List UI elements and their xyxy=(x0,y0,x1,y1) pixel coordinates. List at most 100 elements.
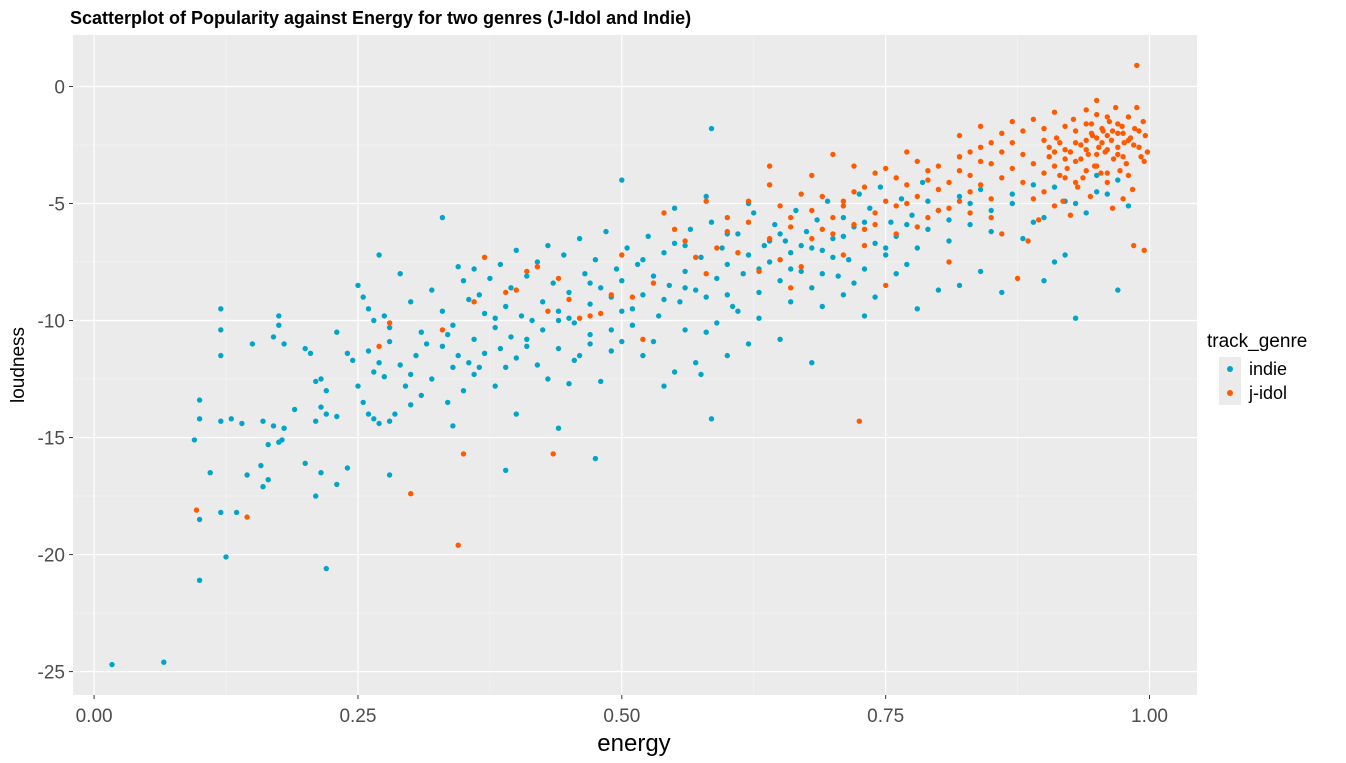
point-j-idol xyxy=(851,163,857,169)
point-j-idol xyxy=(1094,111,1100,118)
point-j-idol xyxy=(587,313,593,319)
point-indie xyxy=(450,322,456,328)
point-indie xyxy=(925,198,931,204)
point-j-idol xyxy=(386,320,393,326)
point-j-idol xyxy=(503,289,509,296)
point-indie xyxy=(719,245,725,251)
point-j-idol xyxy=(840,203,847,209)
point-indie xyxy=(698,371,704,378)
point-indie xyxy=(729,303,736,310)
point-j-idol xyxy=(1083,137,1089,143)
point-indie xyxy=(925,226,931,232)
point-indie xyxy=(418,392,424,399)
point-j-idol xyxy=(703,198,709,204)
point-j-idol xyxy=(471,299,477,305)
point-indie xyxy=(386,418,393,424)
point-j-idol xyxy=(1125,114,1132,120)
point-indie xyxy=(313,378,319,385)
point-indie xyxy=(471,266,477,272)
point-indie xyxy=(503,303,509,310)
point-j-idol xyxy=(1062,147,1068,153)
point-j-idol xyxy=(1120,154,1126,160)
point-j-idol xyxy=(819,193,825,200)
point-indie xyxy=(724,261,730,268)
point-j-idol xyxy=(661,210,667,216)
point-indie xyxy=(777,231,783,237)
point-j-idol xyxy=(766,163,773,169)
point-j-idol xyxy=(967,149,973,155)
point-indie xyxy=(656,313,662,319)
point-j-idol xyxy=(904,149,910,155)
point-indie xyxy=(693,287,699,293)
point-j-idol xyxy=(999,175,1005,181)
point-indie xyxy=(279,437,285,443)
point-indie xyxy=(313,418,319,424)
point-indie xyxy=(497,261,504,268)
point-indie xyxy=(545,376,551,382)
point-j-idol xyxy=(925,177,931,183)
point-indie xyxy=(576,235,583,242)
point-j-idol xyxy=(671,226,678,232)
point-indie xyxy=(788,299,794,305)
point-indie xyxy=(555,317,562,324)
point-indie xyxy=(682,327,688,333)
point-indie xyxy=(566,289,572,296)
point-indie xyxy=(1125,203,1132,209)
point-j-idol xyxy=(1121,140,1127,146)
point-indie xyxy=(824,198,831,204)
point-indie xyxy=(318,404,324,410)
point-j-idol xyxy=(1030,116,1037,123)
point-j-idol xyxy=(830,151,836,158)
point-indie xyxy=(788,266,794,272)
point-indie xyxy=(524,273,530,279)
point-indie xyxy=(840,214,847,221)
point-j-idol xyxy=(1075,184,1081,190)
point-indie xyxy=(1030,182,1037,188)
point-indie xyxy=(619,308,625,314)
series-j-idol xyxy=(193,62,1151,548)
point-j-idol xyxy=(830,231,836,237)
point-indie xyxy=(334,481,340,488)
point-j-idol xyxy=(1115,144,1121,150)
point-indie xyxy=(914,306,920,312)
point-j-idol xyxy=(1120,196,1126,202)
point-indie xyxy=(555,308,562,314)
point-indie xyxy=(487,275,493,282)
point-j-idol xyxy=(1041,125,1047,132)
point-indie xyxy=(513,411,519,417)
point-j-idol xyxy=(1104,114,1111,120)
point-indie xyxy=(413,352,419,359)
point-j-idol xyxy=(1115,130,1121,136)
point-indie xyxy=(898,196,905,202)
point-indie xyxy=(661,250,667,256)
point-j-idol xyxy=(1030,161,1037,167)
point-indie xyxy=(1104,191,1111,197)
point-indie xyxy=(555,345,562,352)
point-indie xyxy=(761,242,767,249)
point-j-idol xyxy=(1104,147,1111,153)
point-indie xyxy=(671,205,678,211)
point-j-idol xyxy=(967,189,973,195)
point-j-idol xyxy=(1104,170,1111,176)
point-j-idol xyxy=(1051,149,1058,155)
point-j-idol xyxy=(1041,137,1047,143)
point-j-idol xyxy=(1078,142,1084,148)
point-j-idol xyxy=(1131,242,1137,249)
point-indie xyxy=(724,352,730,359)
point-indie xyxy=(402,383,409,389)
point-indie xyxy=(218,509,224,516)
point-indie xyxy=(861,313,868,319)
point-indie xyxy=(645,233,651,239)
point-j-idol xyxy=(1064,165,1070,172)
point-indie xyxy=(1041,214,1047,221)
point-j-idol xyxy=(1088,130,1095,136)
point-j-idol xyxy=(1140,118,1146,125)
point-indie xyxy=(258,462,264,469)
point-indie xyxy=(714,275,720,282)
point-indie xyxy=(999,289,1005,296)
point-j-idol xyxy=(988,140,994,146)
point-j-idol xyxy=(851,221,857,228)
point-indie xyxy=(1094,189,1100,195)
point-indie xyxy=(793,207,799,214)
point-indie xyxy=(677,299,683,305)
